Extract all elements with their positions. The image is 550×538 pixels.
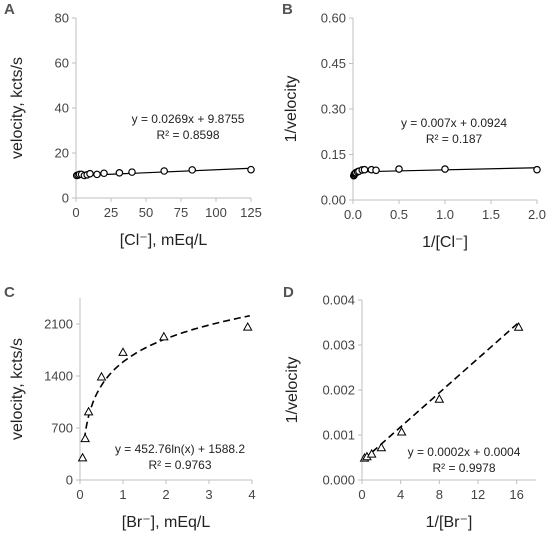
y-axis-title: velocity, kcts/s xyxy=(9,57,26,159)
y-tick-label: 0.002 xyxy=(322,383,355,398)
x-axis-title: 1/[Cl⁻] xyxy=(422,234,468,251)
data-point xyxy=(86,169,94,178)
data-point xyxy=(247,165,255,174)
y-tick-label: 60 xyxy=(55,56,69,71)
y-tick-label: 0.000 xyxy=(322,473,355,488)
y-tick-label: 80 xyxy=(55,11,69,26)
x-tick-label: 4 xyxy=(397,487,404,502)
data-point xyxy=(77,452,88,462)
x-tick-label: 50 xyxy=(139,205,153,220)
data-point xyxy=(376,442,387,452)
y-axis-title: velocity, kcts/s xyxy=(9,338,26,440)
data-point xyxy=(533,165,541,174)
x-tick-label: 1 xyxy=(119,487,126,502)
x-tick-label: 1.0 xyxy=(436,207,454,222)
panel-letter: D xyxy=(283,284,294,301)
y-axis-title: 1/velocity xyxy=(283,76,300,143)
y-tick-label: 0.001 xyxy=(322,428,355,443)
x-tick-label: 75 xyxy=(174,205,188,220)
data-point xyxy=(96,371,107,381)
data-point xyxy=(372,166,380,175)
trendline xyxy=(363,321,521,460)
y-tick-label: 20 xyxy=(55,146,69,161)
r-squared-label: R² = 0.9763 xyxy=(148,458,211,472)
data-point xyxy=(160,167,169,175)
x-tick-label: 0 xyxy=(358,487,365,502)
panel-letter: C xyxy=(4,284,15,301)
data-point xyxy=(83,406,94,416)
y-tick-label: 0.00 xyxy=(321,193,346,208)
trendline xyxy=(83,315,250,440)
chart-panel-a: A 0 20 40 60 80 0 25 50 75 100 125 [Cl⁻], mEq/L veloc… xyxy=(4,1,262,249)
x-tick-label: 0 xyxy=(72,205,79,220)
x-tick-label: 12 xyxy=(471,487,485,502)
data-point xyxy=(128,168,136,176)
y-tick-label: 0.004 xyxy=(322,293,355,308)
x-tick-label: 25 xyxy=(104,205,118,220)
x-tick-label: 8 xyxy=(436,487,443,502)
panel-letter: A xyxy=(4,1,15,18)
y-tick-label: 0.45 xyxy=(321,56,346,71)
data-point xyxy=(441,165,449,173)
y-tick-label: 700 xyxy=(51,421,73,436)
x-tick-label: 4 xyxy=(248,487,255,502)
x-tick-label: 16 xyxy=(509,487,523,502)
x-tick-label: 0.0 xyxy=(344,207,362,222)
y-tick-label: 0 xyxy=(62,191,69,206)
x-tick-label: 1.5 xyxy=(482,207,500,222)
r-squared-label: R² = 0.187 xyxy=(426,132,483,146)
x-axis-title: [Cl⁻], mEq/L xyxy=(120,232,208,249)
data-point xyxy=(242,321,253,331)
data-point xyxy=(434,393,445,403)
x-tick-label: 3 xyxy=(205,487,212,502)
y-tick-label: 2100 xyxy=(44,317,73,332)
trendline-equation: y = 0.0002x + 0.0004 xyxy=(408,445,521,459)
trendline-equation: y = 0.007x + 0.0924 xyxy=(401,116,507,130)
panel-letter: B xyxy=(282,1,293,18)
chart-panel-b: B 0.00 0.15 0.30 0.45 0.60 0.0 0.5 1.0 1.5 2.0 1/[C… xyxy=(282,1,546,251)
y-tick-label: 0.15 xyxy=(321,147,346,162)
y-tick-label: 0 xyxy=(66,473,73,488)
chart-panel-c: C 0 700 1400 2100 0 1 2 3 4 [Br⁻], mEq/L velocity, … xyxy=(4,284,256,531)
data-point xyxy=(159,331,169,341)
r-squared-label: R² = 0.9978 xyxy=(432,461,495,475)
y-axis-title: 1/velocity xyxy=(284,357,301,424)
data-point xyxy=(100,169,108,178)
x-tick-label: 2 xyxy=(162,487,169,502)
x-axis-title: 1/[Br⁻] xyxy=(426,514,473,531)
data-point xyxy=(115,169,124,177)
data-point xyxy=(118,347,128,356)
x-tick-label: 125 xyxy=(240,205,262,220)
y-tick-label: 0.30 xyxy=(321,102,346,117)
data-point xyxy=(513,321,524,331)
data-point xyxy=(80,433,91,443)
x-tick-label: 100 xyxy=(205,205,227,220)
trendline-equation: y = 0.0269x + 9.8755 xyxy=(132,112,245,126)
data-point xyxy=(395,165,403,173)
data-point xyxy=(366,448,377,458)
data-point xyxy=(396,426,407,436)
y-tick-label: 0.003 xyxy=(322,338,355,353)
data-point xyxy=(188,166,197,174)
x-tick-label: 2.0 xyxy=(528,207,546,222)
data-point xyxy=(93,170,101,179)
r-squared-label: R² = 0.8598 xyxy=(156,128,219,142)
x-tick-label: 0 xyxy=(76,487,83,502)
chart-panel-d: D 0.000 0.001 0.002 0.003 0.004 0 4 8 12 16 1/[Br⁻]… xyxy=(283,284,536,531)
y-tick-label: 1400 xyxy=(44,369,73,384)
x-tick-label: 0.5 xyxy=(390,207,408,222)
x-axis-title: [Br⁻], mEq/L xyxy=(122,514,211,531)
y-tick-label: 40 xyxy=(55,101,69,116)
y-tick-label: 0.60 xyxy=(321,11,346,26)
data-point xyxy=(360,165,369,174)
trendline-equation: y = 452.76ln(x) + 1588.2 xyxy=(115,442,245,456)
